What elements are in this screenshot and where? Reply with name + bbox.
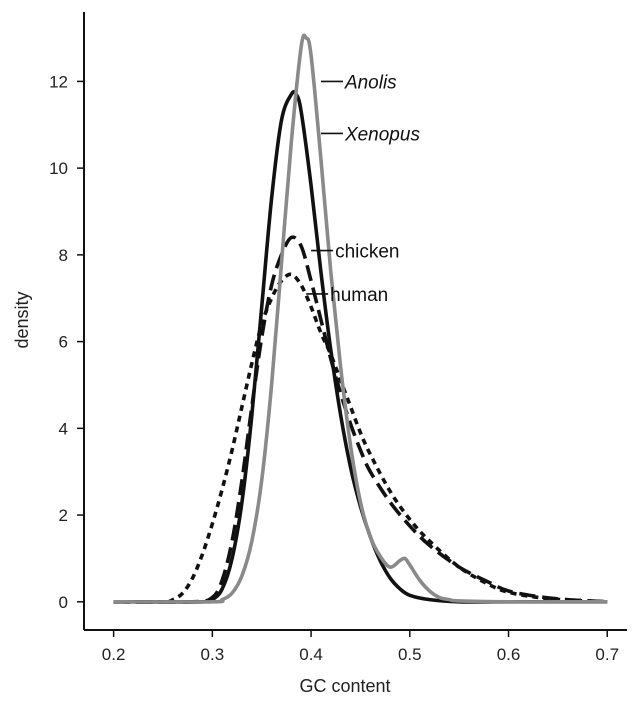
series-label-xenopus: Xenopus — [344, 124, 421, 145]
y-tick-label: 10 — [49, 159, 68, 178]
axes: 0.2 0.3 0.4 0.5 0.6 0.7 0 2 4 6 8 10 12 — [49, 12, 627, 664]
y-tick-label: 6 — [59, 333, 68, 352]
y-tick-label: 8 — [59, 246, 68, 265]
x-tick-label: 0.4 — [299, 645, 323, 664]
series-line-xenopus — [113, 89, 608, 604]
series-label-chicken: chicken — [335, 242, 399, 263]
x-axis-title: GC content — [299, 676, 390, 696]
series-label-human: human — [330, 285, 388, 306]
y-tick-label: 0 — [59, 593, 68, 612]
series-label-layer: Anolis Xenopus chicken human — [306, 72, 420, 306]
series-line-human — [113, 272, 608, 604]
x-tick-label: 0.2 — [102, 645, 126, 664]
y-tick-label: 12 — [49, 72, 68, 91]
x-tick-label: 0.7 — [595, 645, 619, 664]
y-tick-label: 4 — [59, 419, 68, 438]
series-line-chicken — [113, 235, 608, 604]
x-tick-label: 0.6 — [497, 645, 521, 664]
series-layer — [113, 33, 608, 604]
y-tick-label: 2 — [59, 506, 68, 525]
series-line-anolis — [113, 33, 608, 604]
x-tick-label: 0.5 — [398, 645, 422, 664]
series-label-anolis: Anolis — [344, 72, 397, 93]
x-tick-label: 0.3 — [201, 645, 225, 664]
y-axis-title: density — [12, 291, 32, 348]
